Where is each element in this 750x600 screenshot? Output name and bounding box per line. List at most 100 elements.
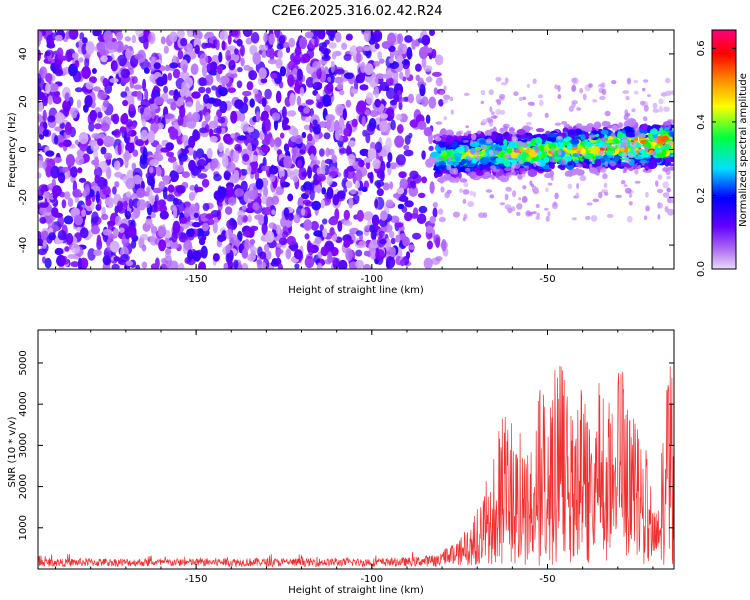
spectrogram-cell: [234, 188, 244, 197]
spectrogram-cell: [374, 43, 380, 50]
spectrogram-cell: [421, 96, 429, 107]
spectrogram-cell: [296, 68, 303, 81]
spectrogram-cell: [585, 215, 591, 221]
spectrogram-cell: [511, 132, 518, 136]
spectrogram-cell: [113, 256, 121, 262]
spectrogram-cell: [215, 99, 223, 106]
spectrogram-x-tick-label: -50: [539, 274, 555, 285]
spectrogram-cell: [567, 183, 573, 190]
spectrogram-cell: [297, 159, 302, 169]
spectrogram-cell: [326, 82, 334, 93]
spectrogram-cell: [547, 182, 553, 186]
spectrogram-cell: [70, 261, 80, 268]
spectrogram-cell: [390, 119, 396, 131]
spectrogram-cell: [286, 110, 297, 117]
spectrogram-cell: [328, 42, 337, 49]
spectrogram-cell: [246, 81, 254, 91]
spectrogram-cell: [361, 115, 366, 127]
spectrogram-cell: [441, 239, 447, 252]
spectrogram-cell: [82, 37, 88, 44]
spectrogram-cell: [530, 102, 535, 106]
spectrogram-cell: [376, 188, 384, 197]
spectrogram-cell: [61, 199, 67, 209]
spectrogram-cell: [535, 216, 540, 220]
spectrogram-cell: [293, 54, 301, 65]
spectrogram-cell: [401, 59, 410, 66]
spectrogram-cell: [390, 162, 397, 170]
spectrogram-cell: [345, 99, 352, 108]
spectrogram-cell: [249, 154, 259, 162]
spectrogram-cell: [313, 230, 324, 237]
spectrogram-cell: [42, 109, 47, 123]
spectrogram-cell: [55, 34, 63, 42]
spectrogram-cell: [44, 50, 52, 57]
spectrogram-cell: [438, 142, 446, 148]
spectrogram-cell: [379, 113, 388, 119]
spectrogram-cell: [479, 157, 490, 165]
spectrogram-cell: [524, 132, 532, 136]
spectrogram-cell: [52, 192, 58, 200]
spectrogram-cell: [419, 83, 426, 97]
spectrogram-cell: [369, 171, 374, 184]
spectrogram-cell: [237, 214, 244, 226]
spectrogram-cell: [547, 211, 551, 217]
spectrogram-cell: [475, 170, 484, 176]
spectrogram-cell: [513, 162, 521, 169]
snr-panel: -150 -100 -50 1000 2000 3000 4000 5000 Height o…: [7, 329, 675, 596]
spectrogram-cell: [323, 48, 329, 59]
spectrogram-cell: [624, 158, 631, 163]
spectrogram-cell: [314, 36, 319, 48]
spectrogram-cell: [93, 249, 102, 256]
spectrogram-cell: [273, 118, 279, 131]
spectrogram-cell: [438, 216, 446, 223]
spectrogram-cell: [446, 189, 452, 194]
spectrogram-cell: [155, 153, 164, 162]
spectrogram-cell: [303, 124, 311, 131]
spectrogram-cell: [144, 88, 149, 102]
spectrogram-cell: [429, 30, 435, 37]
spectrogram-cell: [94, 174, 100, 184]
spectrogram-cell: [302, 199, 311, 205]
spectrogram-cell: [396, 187, 405, 195]
spectrogram-cell: [144, 67, 150, 74]
spectrogram-cell: [576, 183, 580, 189]
spectrogram-cell: [351, 118, 358, 128]
spectrogram-cell: [110, 60, 118, 72]
spectrogram-cell: [421, 150, 426, 160]
spectrogram-cell: [288, 212, 294, 221]
spectrogram-cell: [583, 141, 594, 148]
snr-y-tick-label: 3000: [18, 433, 29, 458]
spectrogram-cell: [346, 144, 352, 155]
spectrogram-cell: [341, 42, 348, 50]
spectrogram-cell: [201, 222, 209, 232]
spectrogram-cell: [208, 120, 218, 129]
spectrogram-cell: [268, 33, 275, 45]
spectrogram-cell: [234, 239, 241, 247]
spectrogram-cell: [277, 49, 283, 59]
spectrogram-cell: [363, 30, 371, 42]
spectrogram-cell: [189, 184, 196, 191]
spectrogram-cell: [299, 86, 305, 97]
spectrogram-cell: [309, 182, 315, 191]
spectrogram-cell: [368, 75, 379, 88]
spectrogram-cell: [516, 211, 521, 216]
spectrogram-cell: [134, 53, 144, 60]
spectrogram-cell: [167, 72, 172, 81]
spectrogram-cell: [537, 94, 544, 99]
spectrogram-cell: [199, 53, 209, 67]
spectrogram-cell: [633, 126, 640, 132]
spectrogram-cell: [361, 186, 368, 192]
spectrogram-cell: [38, 91, 46, 100]
spectrogram-cell: [128, 104, 135, 112]
spectrogram-cell: [338, 117, 345, 128]
spectrogram-cell: [601, 137, 608, 143]
spectrogram-cell: [93, 166, 103, 178]
spectrogram-cell: [260, 44, 269, 52]
spectrogram-cell: [56, 254, 66, 267]
spectrogram-cell: [128, 198, 133, 209]
spectrogram-cell: [316, 184, 322, 194]
spectrogram-cell: [202, 203, 210, 211]
spectrogram-cell: [362, 45, 371, 52]
spectrogram-cell: [450, 109, 454, 115]
spectrogram-cell: [44, 257, 52, 269]
